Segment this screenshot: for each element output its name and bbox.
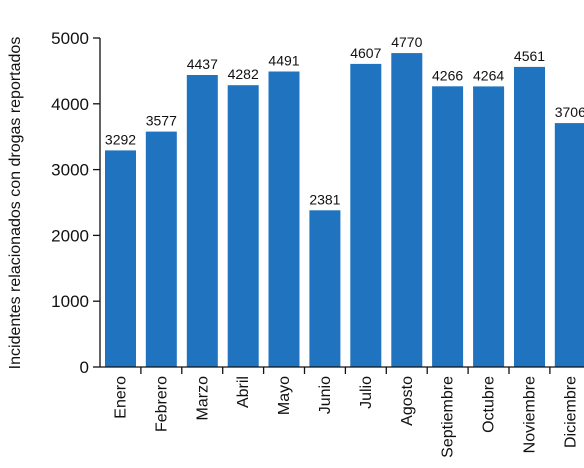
y-tick-label: 0: [80, 358, 89, 377]
x-tick-label-diciembre: Diciembre: [562, 376, 579, 448]
x-tick-label-junio: Junio: [317, 376, 334, 414]
x-axis: Enero Febrero Marzo Abril Mayo Junio Julio Agos…: [100, 366, 584, 458]
y-tick-label: 2000: [51, 226, 89, 245]
data-label-febrero: 3577: [146, 113, 177, 129]
bar-noviembre: [514, 66, 545, 368]
bar-marzo: [186, 75, 218, 367]
x-tick-label-febrero: Febrero: [153, 376, 170, 432]
x-tick-label-noviembre: Noviembre: [522, 376, 539, 453]
data-label-junio: 2381: [309, 191, 340, 207]
x-tick-label-enero: Enero: [113, 376, 130, 419]
data-label-septiembre: 4266: [432, 67, 463, 83]
data-label-julio: 4607: [350, 45, 381, 61]
bar-julio: [350, 63, 382, 368]
x-tick-label-julio: Julio: [358, 376, 375, 409]
data-label-noviembre: 4561: [514, 48, 545, 64]
bar-agosto: [391, 53, 423, 367]
y-tick-label: 4000: [51, 95, 89, 114]
data-label-marzo: 4437: [187, 56, 218, 72]
y-axis-title: Incidentes relacionados con drogas repor…: [7, 37, 24, 370]
x-tick-label-agosto: Agosto: [399, 376, 416, 426]
x-tick-label-mayo: Mayo: [276, 376, 293, 415]
data-label-group: 3292 3577 4437 4282 4491 2381 4607 4770 4266 4264…: [105, 34, 584, 207]
bar-febrero: [145, 131, 177, 367]
x-tick-label-abril: Abril: [235, 376, 252, 408]
bar-octubre: [473, 86, 505, 368]
data-label-enero: 3292: [105, 131, 136, 147]
y-tick-label: 1000: [51, 292, 89, 311]
data-label-octubre: 4264: [473, 67, 504, 83]
data-label-abril: 4282: [228, 66, 259, 82]
data-label-diciembre: 3706: [555, 104, 584, 120]
bar-junio: [309, 210, 341, 367]
y-tick-label: 3000: [51, 161, 89, 180]
bar-abril: [227, 85, 259, 367]
bar-mayo: [268, 71, 300, 367]
x-tick-label-septiembre: Septiembre: [440, 376, 457, 458]
data-label-mayo: 4491: [268, 53, 299, 69]
bar-septiembre: [432, 86, 464, 368]
bar-group: [105, 53, 584, 368]
x-tick-label-marzo: Marzo: [194, 376, 211, 421]
bar-diciembre: [554, 123, 584, 367]
data-label-agosto: 4770: [391, 34, 422, 50]
y-tick-label: 5000: [51, 29, 89, 48]
y-axis: 0 1000 2000 3000 4000 5000: [51, 29, 101, 377]
bar-enero: [105, 150, 136, 367]
x-tick-label-octubre: Octubre: [481, 376, 498, 433]
